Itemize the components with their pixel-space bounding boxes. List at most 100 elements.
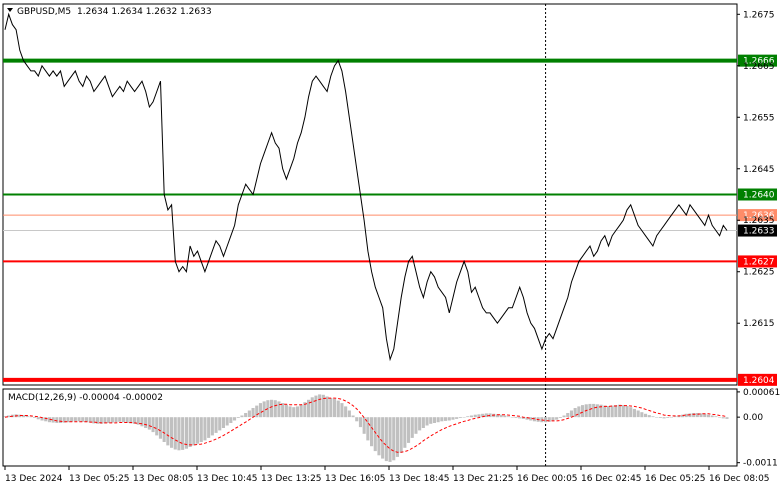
macd-bar — [355, 417, 359, 422]
macd-bar — [81, 417, 85, 422]
macd-bar — [207, 417, 211, 438]
price-tick-label: 1.2665 — [743, 62, 775, 72]
macd-bar — [629, 407, 633, 418]
time-tick-label: 16 Dec 05:25 — [645, 474, 706, 484]
macd-bar — [173, 417, 177, 450]
macd-bar — [632, 408, 636, 418]
symbol-timeframe: GBPUSD,M5 — [17, 7, 71, 17]
macd-bar — [158, 417, 162, 439]
macd-bar — [366, 417, 370, 441]
macd-bar — [436, 417, 440, 423]
macd-bar — [562, 415, 566, 418]
macd-bar — [518, 417, 522, 419]
macd-bar — [36, 417, 40, 420]
level-label-1.2636: 1.2636 — [743, 211, 775, 221]
macd-bar — [166, 417, 170, 446]
macd-bar — [321, 394, 325, 418]
macd-bar — [103, 417, 107, 424]
macd-bar — [70, 417, 74, 422]
macd-bar — [407, 417, 411, 443]
macd-bar — [329, 398, 333, 418]
price-tick-label: 1.2645 — [743, 165, 775, 175]
macd-bar — [192, 417, 196, 446]
macd-bar — [333, 398, 337, 418]
macd-bar — [429, 417, 433, 424]
current-price-tag — [738, 224, 777, 237]
macd-bar — [62, 417, 66, 423]
macd-bar — [488, 413, 492, 418]
macd-bar — [566, 413, 570, 418]
macd-bar — [229, 417, 233, 423]
macd-bar — [573, 408, 577, 418]
macd-bar — [73, 417, 77, 422]
macd-bar — [695, 413, 699, 418]
macd-bar — [188, 417, 192, 447]
macd-bar — [40, 417, 44, 421]
macd-bar — [129, 417, 133, 424]
price-tick-label: 1.2635 — [743, 216, 775, 226]
macd-bar — [303, 402, 307, 418]
time-tick-label: 16 Dec 08:05 — [709, 474, 770, 484]
macd-bar — [521, 417, 525, 419]
macd-bar — [136, 417, 140, 425]
symbol-dropdown-icon[interactable] — [7, 8, 13, 12]
macd-bar — [118, 417, 122, 422]
macd-bar — [499, 414, 503, 418]
macd-bar — [610, 405, 614, 418]
macd-bar — [7, 415, 11, 418]
macd-bar — [370, 417, 374, 447]
macd-bar — [588, 403, 592, 418]
macd-bar — [284, 404, 288, 418]
macd-bar — [681, 414, 685, 418]
macd-bar — [121, 417, 125, 423]
macd-bar — [225, 417, 229, 426]
macd-bar — [277, 401, 281, 418]
macd-bar — [244, 413, 248, 418]
macd-bar — [233, 417, 237, 421]
macd-bar — [692, 413, 696, 418]
macd-bar — [336, 400, 340, 418]
macd-bar — [295, 406, 299, 418]
macd-bar — [29, 416, 33, 418]
macd-bar — [155, 417, 159, 436]
macd-bar — [699, 413, 703, 418]
time-tick-label: 13 Dec 18:45 — [389, 474, 450, 484]
macd-bar — [59, 417, 63, 423]
macd-bar — [99, 417, 103, 424]
macd-bar — [592, 403, 596, 418]
macd-bar — [658, 417, 662, 418]
macd-bar — [314, 395, 318, 418]
macd-bar — [18, 414, 22, 418]
macd-bar — [466, 416, 470, 418]
macd-bar — [569, 410, 573, 418]
macd-bar — [162, 417, 166, 442]
macd-bar — [107, 417, 111, 423]
macd-bar — [170, 417, 174, 448]
macd-bar — [399, 417, 403, 453]
macd-bar — [703, 413, 707, 418]
macd-bar — [299, 404, 303, 418]
macd-signal-line — [4, 397, 728, 453]
macd-bar — [425, 417, 429, 426]
macd-bar — [292, 407, 296, 418]
macd-bar — [514, 417, 518, 418]
macd-bar — [473, 414, 477, 418]
macd-bar — [451, 417, 455, 420]
level-tag-1.2627 — [738, 255, 777, 268]
macd-bar — [181, 417, 185, 450]
macd-bar — [144, 417, 148, 428]
macd-bar — [581, 405, 585, 418]
macd-bar — [96, 417, 100, 424]
macd-bar — [184, 417, 188, 449]
macd-title: MACD(12,26,9) -0.00004 -0.00002 — [8, 393, 163, 403]
macd-bar — [455, 417, 459, 419]
macd-bar — [625, 406, 629, 418]
macd-bar — [395, 417, 399, 457]
macd-bar — [577, 406, 581, 418]
macd-bar — [725, 417, 729, 419]
macd-bar — [377, 417, 381, 456]
price-tick-label: 1.2615 — [743, 319, 775, 329]
macd-bar — [288, 406, 292, 418]
macd-bar — [647, 415, 651, 418]
